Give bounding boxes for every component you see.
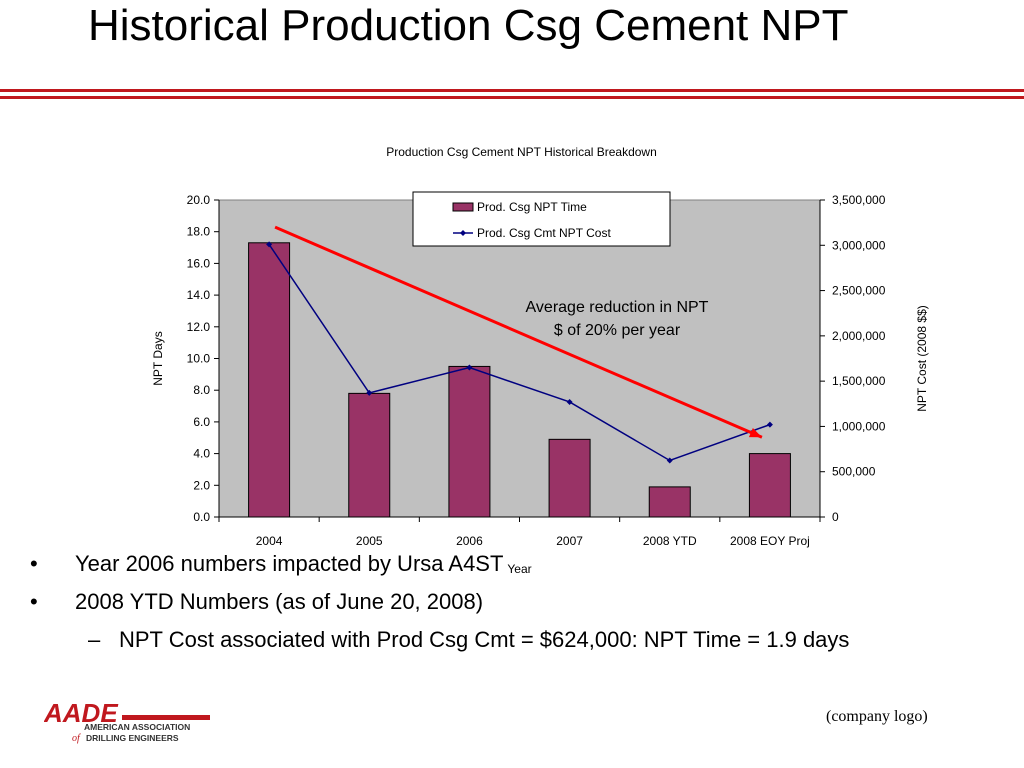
right-axis-tick-label: 1,000,000 (832, 419, 886, 433)
x-axis-tick-label: 2004 (256, 534, 283, 548)
right-axis-tick-label: 3,000,000 (832, 238, 886, 252)
bullet-text: 2008 YTD Numbers (as of June 20, 2008) (75, 589, 484, 614)
left-axis-tick-label: 12.0 (187, 320, 211, 334)
cost-point (566, 398, 573, 405)
cost-point (766, 421, 773, 428)
x-axis-tick-label: 2007 (556, 534, 583, 548)
bar-npt-time (648, 486, 691, 518)
sub-bullet-item: – NPT Cost associated with Prod Csg Cmt … (30, 624, 1010, 660)
right-axis-tick-label: 500,000 (832, 465, 876, 479)
left-axis-tick-label: 8.0 (193, 383, 210, 397)
cost-line (268, 243, 771, 462)
y2-axis-label: NPT Cost (2008 $$) (915, 305, 929, 412)
cost-point (366, 389, 373, 396)
x-axis-tick-label: 2005 (356, 534, 383, 548)
legend-swatch-bar (452, 202, 474, 212)
sub-bullet-marker: – (88, 627, 101, 652)
logo-line-2: DRILLING ENGINEERS (86, 733, 179, 743)
left-axis-tick-label: 18.0 (187, 225, 211, 239)
left-axis-tick-label: 16.0 (187, 256, 211, 270)
bar-npt-time (248, 242, 291, 518)
trend-arrow-head (748, 427, 762, 438)
npt-chart: Production Csg Cement NPT Historical Bre… (151, 145, 929, 576)
bar-npt-time (348, 392, 391, 518)
legend-box (412, 191, 671, 247)
bar-npt-time (548, 438, 591, 518)
left-axis-tick-label: 2.0 (193, 478, 210, 492)
left-axis-tick-label: 4.0 (193, 447, 210, 461)
legend-label-npt-time: Prod. Csg NPT Time (477, 200, 587, 214)
x-axis-tick-label: 2008 YTD (643, 534, 697, 548)
right-axis-tick-label: 2,000,000 (832, 329, 886, 343)
sub-bullet-text: NPT Cost associated with Prod Csg Cmt = … (119, 627, 850, 652)
bullet-text: Year 2006 numbers impacted by Ursa A4ST (75, 551, 504, 576)
aade-logo: AADE AMERICAN ASSOCIATION of DRILLING EN… (44, 700, 210, 744)
logo-wordmark: AADE (44, 700, 118, 728)
left-axis-tick-label: 14.0 (187, 288, 211, 302)
plot-area (218, 199, 821, 518)
bullet-item: • 2008 YTD Numbers (as of June 20, 2008) (30, 586, 1010, 624)
left-axis-tick-label: 6.0 (193, 415, 210, 429)
y-axis-label: NPT Days (151, 331, 165, 385)
company-logo-placeholder: (company logo) (826, 708, 928, 725)
legend-swatch-marker (460, 230, 466, 236)
x-axis-tick-label: 2008 EOY Proj (730, 534, 810, 548)
x-axis-label: Year (507, 562, 531, 576)
right-axis-tick-label: 1,500,000 (832, 374, 886, 388)
logo-bar (122, 715, 210, 720)
title-rule-bottom (0, 96, 1024, 99)
right-axis-tick-label: 2,500,000 (832, 284, 886, 298)
left-axis-tick-label: 10.0 (187, 352, 211, 366)
bullet-list: • Year 2006 numbers impacted by Ursa A4S… (30, 548, 1010, 660)
trend-arrow-line (274, 225, 763, 439)
legend-label-npt-cost: Prod. Csg Cmt NPT Cost (477, 226, 611, 240)
annotation-line-1: Average reduction in NPT (526, 299, 709, 316)
chart-title: Production Csg Cement NPT Historical Bre… (386, 145, 657, 159)
bar-npt-time (748, 453, 791, 518)
cost-point (466, 364, 473, 371)
title-rule-top (0, 89, 1024, 92)
right-axis-tick-label: 3,500,000 (832, 193, 886, 207)
right-axis-tick-label: 0 (832, 510, 839, 524)
annotation-line-2: $ of 20% per year (554, 322, 681, 339)
cost-point (666, 457, 673, 464)
cost-point (266, 241, 273, 248)
bar-npt-time (448, 365, 491, 518)
bullet-marker: • (30, 589, 38, 614)
left-axis-tick-label: 20.0 (187, 193, 211, 207)
bullet-marker: • (30, 551, 38, 576)
bullet-item: • Year 2006 numbers impacted by Ursa A4S… (30, 548, 1010, 586)
x-axis-tick-label: 2006 (456, 534, 483, 548)
logo-of: of (72, 733, 81, 744)
left-axis-tick-label: 0.0 (193, 510, 210, 524)
logo-line-1: AMERICAN ASSOCIATION (84, 722, 190, 732)
slide-title: Historical Production Csg Cement NPT (88, 1, 849, 50)
